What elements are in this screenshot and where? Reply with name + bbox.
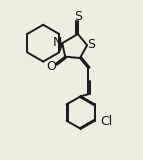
Text: O: O [47, 60, 57, 73]
Text: N: N [53, 36, 62, 49]
Text: Cl: Cl [100, 115, 112, 128]
Text: S: S [74, 11, 82, 24]
Text: S: S [87, 38, 95, 51]
